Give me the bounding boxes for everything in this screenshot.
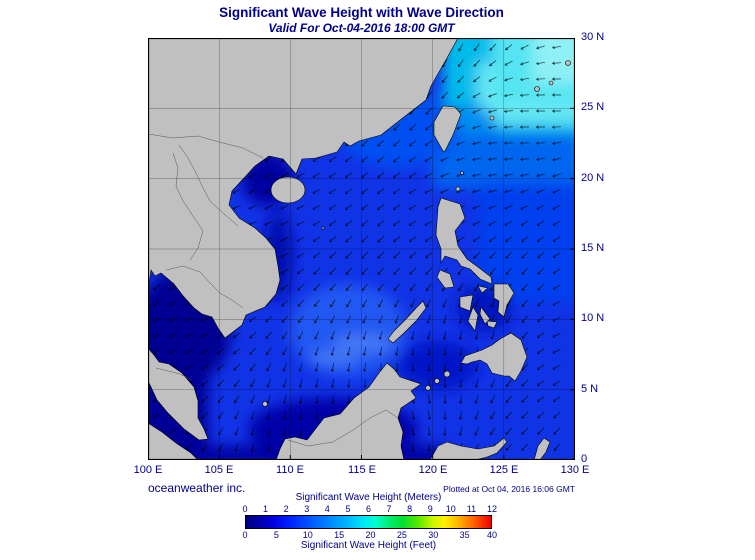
- lon-label-115e: 115 E: [348, 464, 376, 476]
- meters-tick: 1: [263, 504, 269, 514]
- feet-tick: 40: [486, 530, 498, 540]
- lat-label-30n: 30 N: [581, 31, 605, 43]
- landmass-cebu: [479, 306, 491, 325]
- feet-tick: 35: [459, 530, 470, 540]
- island-ryukyu-2: [534, 86, 540, 92]
- lon-label-110e: 110 E: [276, 464, 304, 476]
- meters-tick: 10: [445, 504, 456, 514]
- country-borders: [147, 133, 399, 447]
- island-sulu-2: [434, 378, 440, 384]
- meters-tick: 0: [242, 504, 248, 514]
- feet-tick: 5: [273, 530, 279, 540]
- feet-tick: 10: [302, 530, 313, 540]
- landmass-luzon: [435, 197, 493, 285]
- lon-label-100e: 100 E: [133, 464, 163, 476]
- feet-tick: 0: [242, 530, 248, 540]
- landmass-mindanao: [460, 332, 528, 382]
- landmass-borneo: [275, 362, 422, 461]
- landmass-mindoro: [436, 269, 455, 289]
- oceanweather-credit: oceanweather inc.: [148, 481, 246, 495]
- landmass-negros: [467, 306, 479, 332]
- feet-tick: 20: [365, 530, 376, 540]
- feet-tick: 15: [334, 530, 345, 540]
- landmass-panay: [459, 294, 474, 312]
- feet-tick: 30: [428, 530, 439, 540]
- landmass-samar-leyte: [493, 283, 515, 318]
- landmass-sulawesi: [429, 437, 508, 461]
- feet-tick: 25: [396, 530, 407, 540]
- map-frame: [147, 37, 576, 461]
- plotted-timestamp: Plotted at Oct 04, 2016 16:06 GMT: [443, 484, 575, 494]
- landmass-hainan: [270, 176, 306, 204]
- meters-tick: 12: [486, 504, 498, 514]
- meters-tick: 4: [324, 504, 330, 514]
- colorbar-feet-ticks: 0 5 10 15 20 25 30 35 40: [242, 530, 497, 540]
- landmass-mainland-asia: [147, 37, 459, 441]
- lon-label-105e: 105 E: [204, 464, 234, 476]
- meters-tick: 7: [386, 504, 392, 514]
- meters-tick: 2: [283, 504, 289, 514]
- island-ryukyu-3: [548, 80, 554, 86]
- island-sulu-3: [425, 385, 431, 391]
- lat-label-10n: 10 N: [581, 312, 605, 324]
- map-area: [135, 13, 608, 468]
- island-babuyan: [455, 186, 461, 192]
- meters-tick: 6: [365, 504, 372, 514]
- lat-label-5n: 5 N: [581, 383, 599, 395]
- meters-tick: 5: [345, 504, 351, 514]
- lon-label-130e: 130 E: [560, 464, 590, 476]
- landmass-bohol: [486, 320, 498, 329]
- landmass-taiwan: [433, 105, 462, 152]
- meters-tick: 9: [427, 504, 433, 514]
- graticule: [148, 38, 575, 460]
- island-paracel: [321, 226, 325, 230]
- meters-tick: 3: [304, 504, 310, 514]
- island-ryukyu-1: [489, 115, 495, 121]
- colorbar-feet-title: Significant Wave Height (Feet): [300, 540, 437, 551]
- island-sulu-1: [443, 370, 451, 378]
- lat-label-15n: 15 N: [581, 242, 605, 254]
- island-batanes: [460, 171, 464, 175]
- island-ryukyu-4: [565, 60, 571, 66]
- colorbar-meters-title: Significant Wave Height (Meters): [295, 492, 442, 503]
- landmass-palawan: [387, 300, 427, 344]
- land: [147, 37, 571, 461]
- island-natuna: [262, 401, 268, 407]
- page-title: Significant Wave Height with Wave Direct…: [219, 5, 504, 20]
- lon-label-125e: 125 E: [489, 464, 519, 476]
- meters-tick: 8: [407, 504, 413, 514]
- lat-label-0: 0: [581, 453, 588, 465]
- colorbar-bar: [245, 515, 492, 529]
- colorbar: Significant Wave Height (Meters) 0 1 2 3…: [242, 492, 497, 552]
- valid-time-subtitle: Valid For Oct-04-2016 18:00 GMT: [268, 21, 455, 35]
- lon-label-120e: 120 E: [418, 464, 448, 476]
- meters-tick: 11: [466, 504, 477, 514]
- lat-label-25n: 25 N: [581, 101, 605, 113]
- map-svg: [135, 13, 608, 468]
- lat-label-20n: 20 N: [581, 172, 605, 184]
- landmass-masbate: [477, 285, 489, 294]
- colorbar-meters-ticks: 0 1 2 3 4 5 6 7 8 9 10 11 12: [242, 504, 497, 514]
